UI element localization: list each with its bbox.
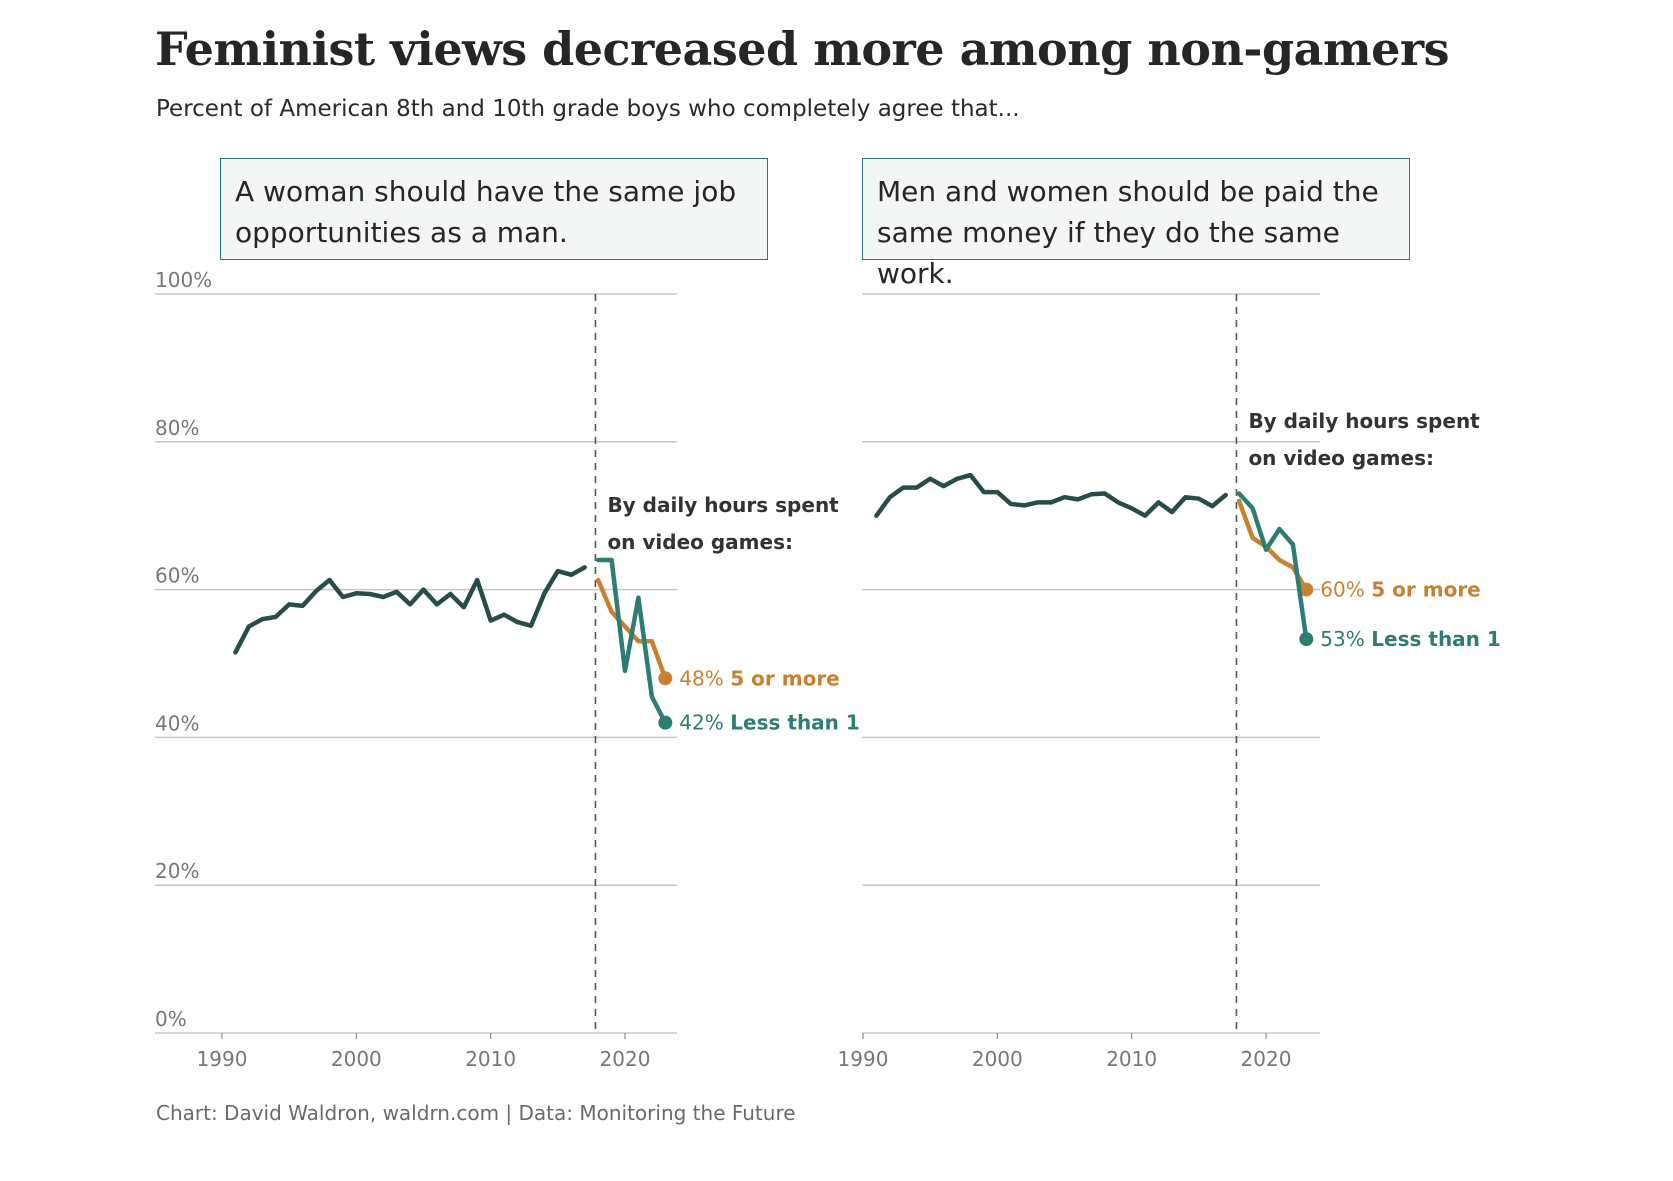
right-x-tick-label: 1990	[838, 1047, 889, 1071]
left-series-less-than-1	[595, 557, 668, 725]
right-x-tick-label: 2000	[972, 1047, 1023, 1071]
left-y-tick-label: 60%	[155, 564, 199, 588]
left-end-name-five-or-more: 5 or more	[730, 666, 839, 690]
left-panel: 0% 20% 40% 60% 80% 100% 1990 2000 2010 2020 By dai…	[155, 268, 860, 1071]
right-endpoint-less-than-1	[1299, 632, 1314, 647]
right-end-name-five-or-more: 5 or more	[1371, 578, 1480, 602]
right-end-value-less-than-1: 53%	[1320, 627, 1364, 651]
left-y-tick-label: 0%	[155, 1007, 187, 1031]
right-x-tick-label: 2020	[1241, 1047, 1292, 1071]
left-x-tick-label: 1990	[197, 1047, 248, 1071]
chart-subtitle: Percent of American 8th and 10th grade b…	[156, 96, 1020, 122]
left-x-tick-label: 2020	[600, 1047, 651, 1071]
chart-title: Feminist views decreased more among non-…	[155, 22, 1450, 76]
right-panel: 1990 2000 2010 2020 By daily hours spent on v…	[838, 293, 1501, 1071]
right-annotation-line: By daily hours spent	[1248, 409, 1480, 433]
left-y-tick-label: 100%	[155, 268, 212, 292]
left-endpoint-five-or-more	[658, 671, 673, 686]
panel-left-question: A woman should have the same job opportu…	[220, 158, 768, 260]
chart-source: Chart: David Waldron, waldrn.com | Data:…	[156, 1101, 796, 1125]
left-endpoint-less-than-1	[658, 715, 673, 730]
right-end-value-five-or-more: 60%	[1320, 578, 1364, 602]
left-y-tick-label: 80%	[155, 416, 199, 440]
left-end-value-less-than-1: 42%	[679, 711, 723, 735]
left-series-overall	[233, 565, 587, 655]
left-end-value-five-or-more: 48%	[679, 666, 723, 690]
right-endpoint-five-or-more	[1299, 582, 1314, 597]
right-series-less-than-1	[1236, 491, 1309, 642]
right-end-name-less-than-1: Less than 1	[1371, 627, 1501, 651]
left-x-tick-label: 2000	[331, 1047, 382, 1071]
panel-right-question: Men and women should be paid the same mo…	[862, 158, 1410, 290]
left-annotation-line: on video games:	[607, 530, 793, 554]
left-end-name-less-than-1: Less than 1	[730, 711, 860, 735]
left-annotation-line: By daily hours spent	[607, 493, 839, 517]
right-annotation-line: on video games:	[1248, 446, 1434, 470]
left-x-tick-label: 2010	[465, 1047, 516, 1071]
right-x-tick-label: 2010	[1106, 1047, 1157, 1071]
right-series-overall	[874, 472, 1228, 518]
left-y-tick-label: 20%	[155, 859, 199, 883]
left-y-tick-label: 40%	[155, 711, 199, 735]
